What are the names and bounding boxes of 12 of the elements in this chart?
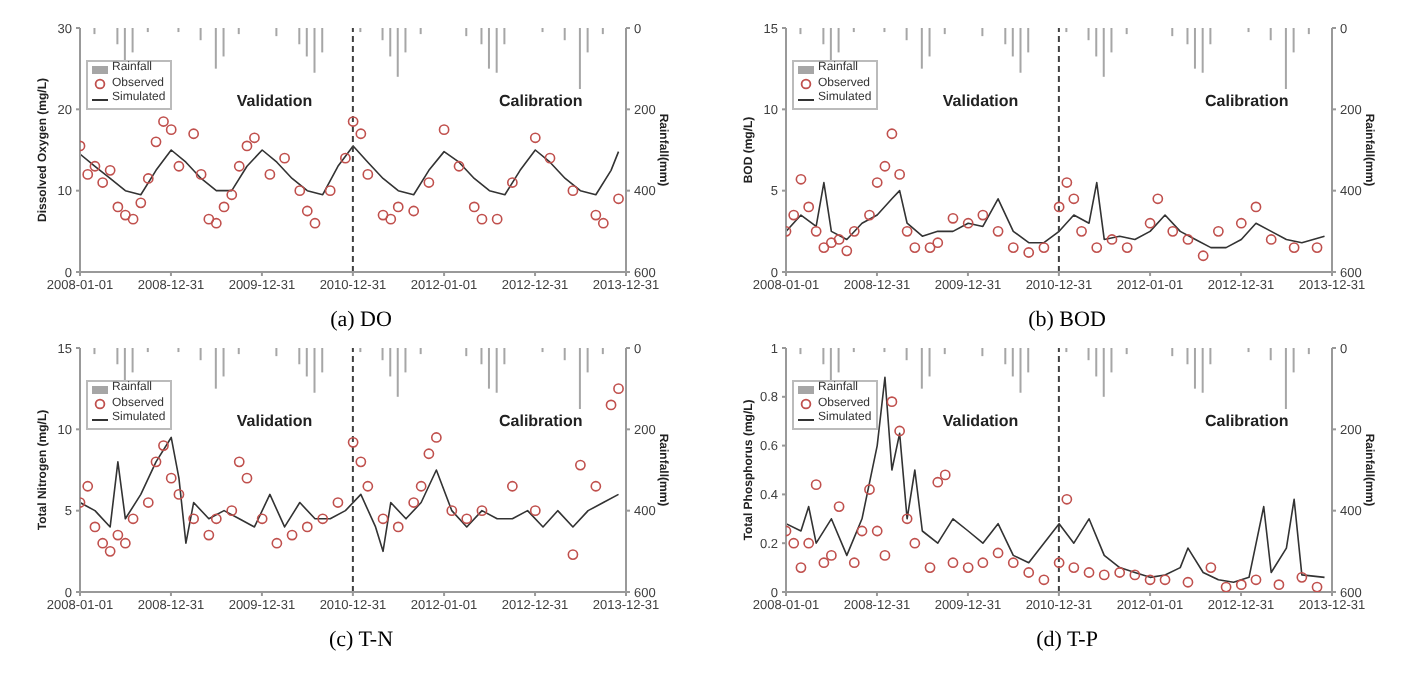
annotation: Validation [236,412,313,430]
annotation: Calibration [1205,412,1289,430]
annotation: Calibration [499,412,583,430]
text: (b) BOD [1026,308,1108,332]
annotation: Validation [942,92,1019,110]
text: (c) T-N [326,628,396,652]
text: (a) DO [328,308,394,332]
annotation: Calibration [499,92,583,110]
annotation: Validation [236,92,313,110]
annotation: Calibration [1205,92,1289,110]
text: (d) T-P [1034,628,1100,652]
annotation: Validation [942,412,1019,430]
